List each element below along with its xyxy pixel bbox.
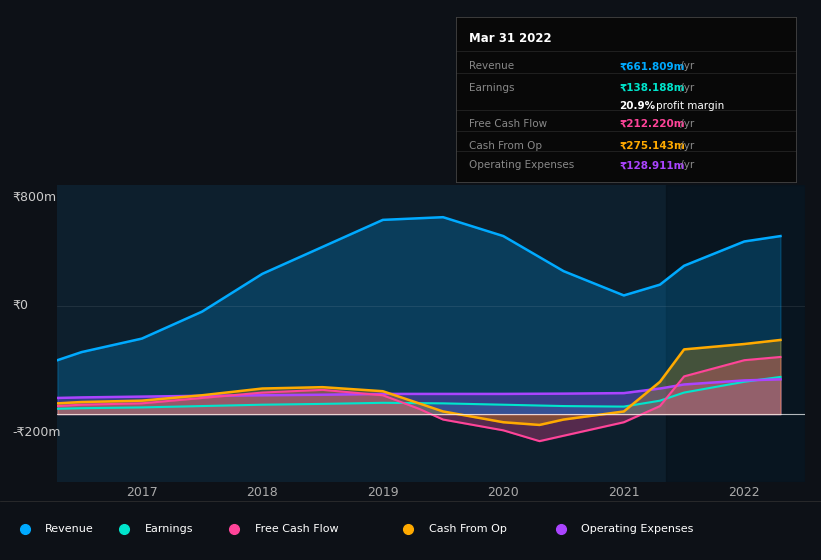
Text: Free Cash Flow: Free Cash Flow bbox=[470, 119, 548, 129]
Text: Cash From Op: Cash From Op bbox=[429, 524, 507, 534]
Text: Earnings: Earnings bbox=[144, 524, 193, 534]
Text: /yr: /yr bbox=[677, 161, 695, 170]
Text: /yr: /yr bbox=[677, 141, 695, 151]
Text: ₹212.220m: ₹212.220m bbox=[619, 119, 685, 129]
Text: ₹138.188m: ₹138.188m bbox=[619, 83, 685, 93]
Text: /yr: /yr bbox=[677, 119, 695, 129]
Text: profit margin: profit margin bbox=[656, 101, 724, 111]
Text: Operating Expenses: Operating Expenses bbox=[581, 524, 694, 534]
Text: Revenue: Revenue bbox=[470, 62, 515, 71]
Text: ₹275.143m: ₹275.143m bbox=[619, 141, 685, 151]
Bar bbox=[666, 185, 805, 482]
Text: ₹0: ₹0 bbox=[12, 298, 29, 311]
Text: Free Cash Flow: Free Cash Flow bbox=[255, 524, 338, 534]
Text: ₹661.809m: ₹661.809m bbox=[619, 62, 685, 71]
Text: Operating Expenses: Operating Expenses bbox=[470, 161, 575, 170]
Text: Cash From Op: Cash From Op bbox=[470, 141, 543, 151]
Text: Earnings: Earnings bbox=[470, 83, 515, 93]
Text: ₹128.911m: ₹128.911m bbox=[619, 161, 685, 170]
Text: /yr: /yr bbox=[677, 83, 695, 93]
Text: Revenue: Revenue bbox=[45, 524, 94, 534]
Text: /yr: /yr bbox=[677, 62, 695, 71]
Text: -₹200m: -₹200m bbox=[12, 426, 61, 438]
Text: 20.9%: 20.9% bbox=[619, 101, 655, 111]
Text: Mar 31 2022: Mar 31 2022 bbox=[470, 32, 552, 45]
Text: ₹800m: ₹800m bbox=[12, 191, 57, 204]
